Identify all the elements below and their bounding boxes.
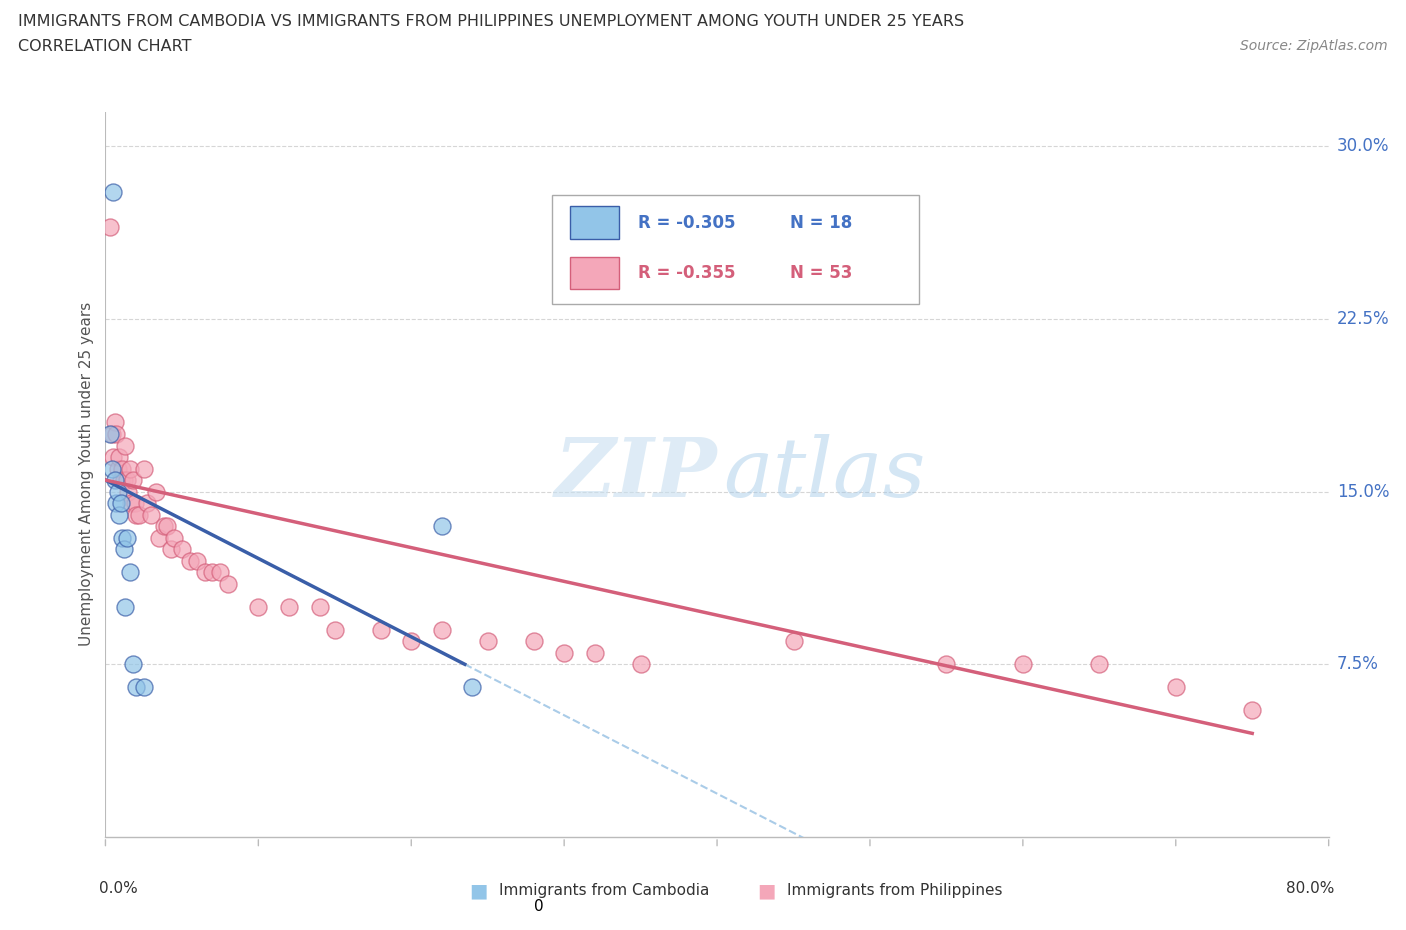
Text: 30.0%: 30.0% — [1337, 137, 1389, 155]
Text: Source: ZipAtlas.com: Source: ZipAtlas.com — [1240, 39, 1388, 53]
Point — [98, 219, 121, 234]
FancyBboxPatch shape — [571, 206, 619, 239]
Point — [461, 680, 484, 695]
Point — [107, 461, 129, 476]
Point — [170, 541, 193, 556]
Point — [112, 472, 135, 487]
Point — [1241, 703, 1264, 718]
Point — [132, 680, 155, 695]
Point — [132, 461, 155, 476]
Point — [186, 553, 208, 568]
Point — [108, 507, 131, 522]
Point — [101, 449, 124, 464]
Point — [125, 680, 148, 695]
Point — [141, 507, 163, 522]
Point — [399, 634, 422, 649]
Point — [430, 519, 453, 534]
Text: 80.0%: 80.0% — [1286, 881, 1334, 896]
Point — [430, 622, 453, 637]
Point — [1088, 657, 1111, 671]
Point — [104, 415, 127, 430]
Point — [100, 427, 122, 442]
FancyBboxPatch shape — [571, 257, 619, 289]
Point — [553, 645, 575, 660]
Point — [115, 530, 138, 545]
Point — [152, 519, 174, 534]
Point — [145, 485, 167, 499]
Point — [247, 599, 270, 614]
Point — [122, 657, 145, 671]
Point — [125, 507, 148, 522]
Point — [217, 577, 239, 591]
Point — [277, 599, 299, 614]
Point — [935, 657, 957, 671]
Point — [107, 485, 129, 499]
Text: ■: ■ — [468, 882, 488, 900]
Text: 0.0%: 0.0% — [100, 881, 138, 896]
Y-axis label: Unemployment Among Youth under 25 years: Unemployment Among Youth under 25 years — [79, 302, 94, 646]
Point — [148, 530, 170, 545]
Point — [370, 622, 392, 637]
Point — [160, 541, 183, 556]
Text: R = -0.305: R = -0.305 — [637, 214, 735, 232]
Point — [110, 472, 132, 487]
Point — [583, 645, 606, 660]
Point — [163, 530, 186, 545]
Point — [115, 472, 138, 487]
Point — [323, 622, 346, 637]
Point — [111, 461, 134, 476]
Point — [105, 496, 128, 511]
Text: N = 53: N = 53 — [790, 264, 853, 283]
Text: N = 18: N = 18 — [790, 214, 852, 232]
Text: ■: ■ — [756, 882, 776, 900]
Point — [111, 530, 134, 545]
Point — [209, 565, 232, 579]
Point — [118, 461, 141, 476]
Text: Immigrants from Philippines: Immigrants from Philippines — [787, 884, 1002, 898]
Point — [308, 599, 330, 614]
Point — [100, 461, 122, 476]
Text: IMMIGRANTS FROM CAMBODIA VS IMMIGRANTS FROM PHILIPPINES UNEMPLOYMENT AMONG YOUTH: IMMIGRANTS FROM CAMBODIA VS IMMIGRANTS F… — [18, 14, 965, 29]
Point — [120, 496, 142, 511]
Point — [104, 472, 127, 487]
Text: Immigrants from Cambodia: Immigrants from Cambodia — [499, 884, 710, 898]
Text: 22.5%: 22.5% — [1337, 310, 1389, 328]
Text: 7.5%: 7.5% — [1337, 656, 1379, 673]
Point — [101, 185, 124, 200]
Point — [110, 496, 132, 511]
Point — [112, 541, 135, 556]
Text: ZIP: ZIP — [554, 434, 717, 514]
Text: atlas: atlas — [723, 434, 925, 514]
FancyBboxPatch shape — [553, 195, 920, 304]
Point — [194, 565, 217, 579]
Point — [630, 657, 652, 671]
Point — [135, 496, 157, 511]
Point — [782, 634, 804, 649]
Point — [114, 599, 136, 614]
Text: 0: 0 — [533, 898, 543, 913]
Point — [122, 472, 145, 487]
Point — [179, 553, 201, 568]
Point — [523, 634, 546, 649]
Point — [128, 507, 150, 522]
Point — [114, 438, 136, 453]
Text: R = -0.355: R = -0.355 — [637, 264, 735, 283]
Point — [477, 634, 499, 649]
Point — [201, 565, 224, 579]
Point — [155, 519, 177, 534]
Point — [1164, 680, 1187, 695]
Point — [117, 485, 139, 499]
Point — [105, 427, 128, 442]
Text: CORRELATION CHART: CORRELATION CHART — [18, 39, 191, 54]
Point — [108, 449, 131, 464]
Point — [118, 565, 141, 579]
Point — [124, 496, 146, 511]
Text: 15.0%: 15.0% — [1337, 483, 1389, 500]
Point — [98, 427, 121, 442]
Point — [1011, 657, 1033, 671]
